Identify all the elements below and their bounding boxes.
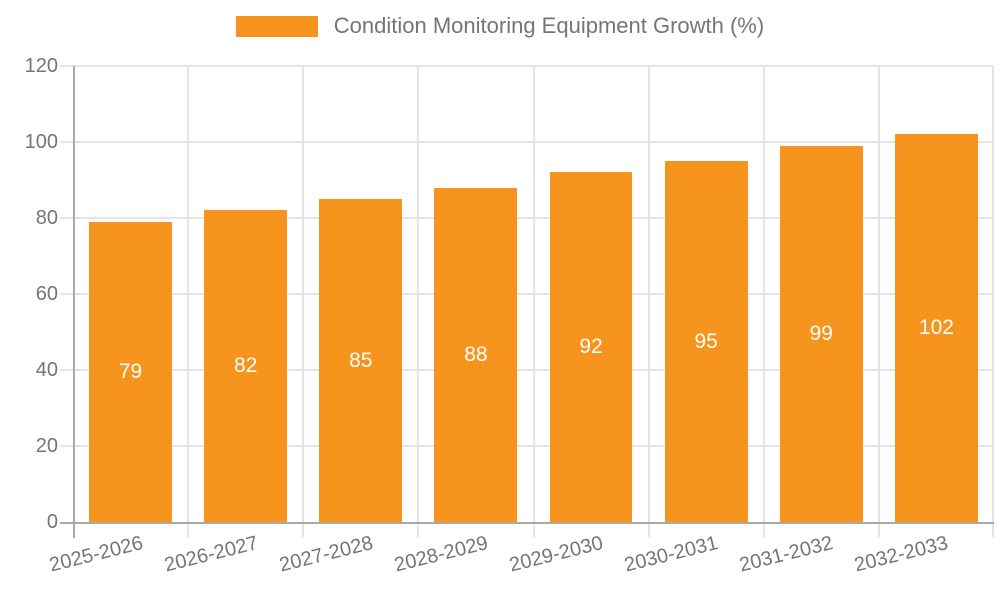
legend-label: Condition Monitoring Equipment Growth (%… bbox=[333, 13, 765, 38]
y-tick bbox=[60, 141, 73, 143]
bar-value-label: 99 bbox=[809, 321, 833, 345]
y-axis-label: 120 bbox=[24, 55, 58, 77]
legend-swatch bbox=[235, 15, 318, 37]
y-axis-label: 100 bbox=[24, 131, 58, 153]
x-axis-label: 2030-2031 bbox=[622, 532, 721, 577]
bar: 95 bbox=[664, 161, 748, 522]
y-axis-label: 20 bbox=[35, 435, 58, 457]
x-gridline bbox=[302, 66, 305, 522]
bar-value-label: 79 bbox=[118, 359, 143, 383]
y-axis-line bbox=[73, 66, 75, 538]
y-axis-label: 40 bbox=[35, 359, 58, 381]
x-gridline bbox=[992, 66, 994, 522]
bar-value-label: 88 bbox=[464, 342, 488, 366]
bar-value-label: 92 bbox=[579, 335, 603, 359]
x-tick bbox=[532, 524, 535, 537]
legend[interactable]: Condition Monitoring Equipment Growth (%… bbox=[0, 13, 1000, 39]
bar: 102 bbox=[894, 134, 978, 522]
bar-value-label: 82 bbox=[233, 354, 258, 378]
x-gridline bbox=[647, 66, 650, 522]
y-axis-label: 60 bbox=[35, 283, 58, 305]
x-axis-label: 2029-2030 bbox=[507, 532, 606, 577]
y-tick bbox=[60, 217, 73, 219]
x-axis-line bbox=[60, 522, 994, 524]
x-axis-label: 2032-2033 bbox=[852, 532, 951, 577]
x-tick bbox=[302, 524, 305, 537]
x-gridline bbox=[877, 66, 880, 522]
x-axis-label: 2025-2026 bbox=[46, 532, 145, 577]
bar: 92 bbox=[549, 172, 633, 522]
y-tick bbox=[60, 369, 73, 371]
y-axis-label: 0 bbox=[46, 511, 58, 533]
y-tick bbox=[60, 445, 73, 447]
x-axis-label: 2026-2027 bbox=[161, 532, 261, 577]
plot-area: 79 82 85 88 92 95 99 102 bbox=[60, 65, 994, 538]
x-axis-label: 2027-2028 bbox=[276, 532, 376, 577]
x-tick bbox=[762, 524, 765, 537]
x-axis-label: 2031-2032 bbox=[737, 532, 836, 577]
x-gridline bbox=[187, 66, 190, 522]
y-tick bbox=[60, 65, 73, 67]
x-gridline bbox=[417, 66, 420, 522]
x-gridline bbox=[762, 66, 765, 522]
bar: 88 bbox=[434, 187, 518, 522]
x-tick bbox=[417, 524, 420, 537]
bar: 79 bbox=[89, 221, 172, 522]
bar: 99 bbox=[779, 145, 863, 522]
y-axis-label: 80 bbox=[35, 207, 58, 229]
bar-value-label: 85 bbox=[349, 348, 373, 372]
x-axis-label: 2028-2029 bbox=[392, 532, 491, 577]
x-tick bbox=[992, 524, 994, 537]
bar-value-label: 102 bbox=[918, 316, 954, 340]
x-tick bbox=[187, 524, 190, 537]
x-gridline bbox=[532, 66, 535, 522]
bar: 85 bbox=[319, 199, 403, 522]
bar-value-label: 95 bbox=[694, 329, 718, 353]
x-tick bbox=[647, 524, 650, 537]
bar: 82 bbox=[204, 210, 288, 522]
y-tick bbox=[60, 293, 73, 295]
x-tick bbox=[877, 524, 880, 537]
